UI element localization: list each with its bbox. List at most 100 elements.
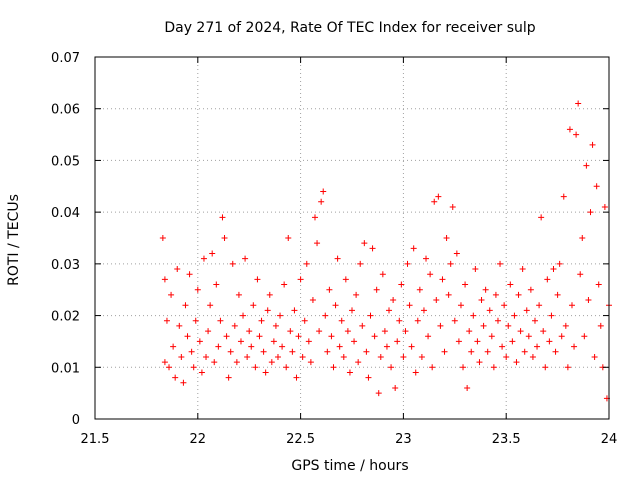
data-point [237,338,244,345]
data-point [544,276,551,283]
data-point [527,286,534,293]
x-tick-label: 22.5 [286,432,315,447]
data-point [318,198,325,205]
data-point [215,343,222,350]
data-point [344,328,351,335]
data-point [295,333,302,340]
data-point [174,266,181,273]
data-point [445,291,452,298]
data-point [205,328,212,335]
data-point [328,333,335,340]
data-point [416,286,423,293]
data-point [357,260,364,267]
data-point [478,297,485,304]
data-point [182,302,189,309]
data-point [373,286,380,293]
data-point [221,235,228,241]
x-tick-label: 22 [190,432,207,447]
data-point [542,364,549,371]
y-axis-tick-labels: 0 0.01 0.02 0.03 0.04 0.05 0.06 0.07 [51,51,80,428]
chart-title: Day 271 of 2024, Rate Of TEC Index for r… [164,20,535,36]
data-point [386,307,393,314]
data-point [556,260,563,267]
data-point [579,235,586,241]
data-point [340,353,347,360]
data-point [457,302,464,309]
data-point [277,312,284,319]
data-point [320,188,327,195]
data-point [529,353,536,360]
data-point [281,281,288,288]
data-point [587,209,594,216]
data-point [534,343,541,350]
data-point [443,235,450,241]
data-point [250,302,257,309]
data-point [252,364,259,371]
data-point [423,255,430,262]
data-point [402,328,409,335]
data-point [299,353,306,360]
data-point [595,281,602,288]
data-point [371,333,378,340]
data-point [242,255,249,262]
data-point [219,214,226,221]
data-point [460,364,467,371]
data-point [453,250,460,257]
data-point [523,307,530,314]
data-point [589,141,596,148]
data-point [517,328,524,335]
data-point [336,343,343,350]
data-point [172,374,179,381]
data-point [480,322,487,329]
data-point [297,276,304,283]
data-point [254,276,261,283]
data-point [274,353,281,360]
data-point [285,235,292,241]
y-tick-label: 0.01 [51,361,80,376]
y-tick-label: 0 [72,413,80,428]
data-point [575,100,582,107]
data-point [361,240,368,247]
data-point [168,291,175,298]
data-point [562,322,569,329]
data-point [301,317,308,324]
data-point [309,297,316,304]
data-point [203,353,210,360]
data-point [412,369,419,376]
data-point [270,338,277,345]
data-point [231,322,238,329]
data-point [392,384,399,391]
data-point [406,302,413,309]
data-point [293,374,300,381]
data-point [279,343,286,350]
data-point [367,312,374,319]
y-tick-label: 0.07 [51,51,80,66]
grid-layer [95,57,609,419]
data-point [476,359,483,366]
data-point [408,343,415,350]
data-point [258,317,265,324]
data-point [511,312,518,319]
data-point [499,343,506,350]
y-tick-label: 0.05 [51,154,80,169]
data-point [303,260,310,267]
data-point [180,379,187,386]
data-point [324,348,331,355]
data-point [552,348,559,355]
data-point [410,245,417,252]
data-point [550,266,557,273]
data-point [554,291,561,298]
data-point [427,271,434,278]
data-point [305,338,312,345]
y-tick-label: 0.04 [51,206,80,221]
axis-ticks [94,56,610,420]
data-point [441,348,448,355]
x-axis-tick-labels: 21.5 22 22.5 23 23.5 24 [81,432,618,447]
data-point [548,312,555,319]
data-point [363,348,370,355]
data-point [332,302,339,309]
data-point [400,353,407,360]
data-point [355,359,362,366]
data-point [233,359,240,366]
